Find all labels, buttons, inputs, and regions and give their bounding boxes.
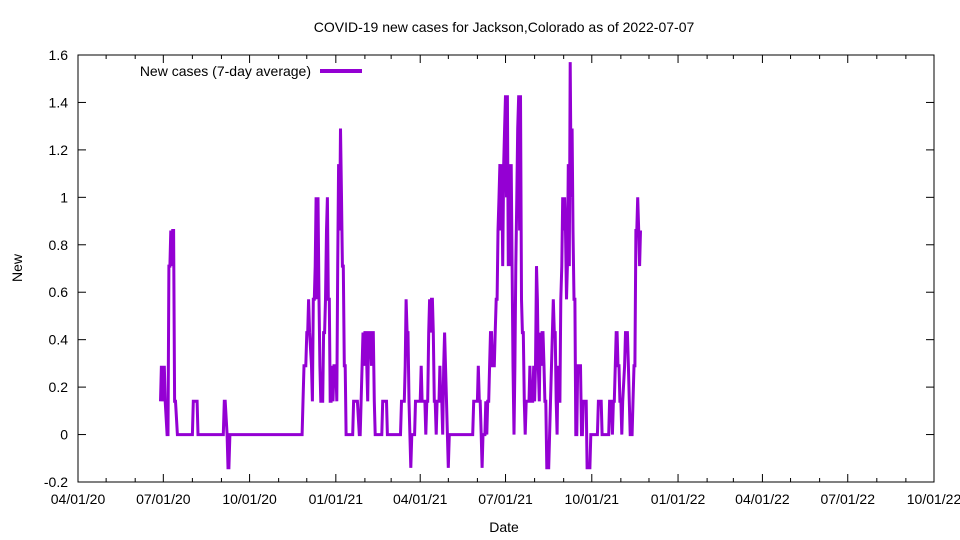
y-tick-label: 1.6: [49, 47, 69, 63]
y-tick-label: 0.8: [49, 237, 69, 253]
x-tick-label: 07/01/21: [478, 491, 533, 507]
x-tick-label: 07/01/22: [820, 491, 875, 507]
x-tick-label: 04/01/21: [393, 491, 448, 507]
y-tick-label: -0.2: [44, 474, 68, 490]
x-tick-label: 10/01/22: [907, 491, 960, 507]
y-tick-label: 1.4: [49, 94, 69, 110]
y-tick-label: 1.2: [49, 142, 69, 158]
legend: New cases (7-day average): [140, 63, 362, 79]
x-axis-label: Date: [489, 519, 519, 535]
y-tick-label: 0: [60, 427, 68, 443]
x-tick-label: 04/01/22: [735, 491, 790, 507]
legend-label: New cases (7-day average): [140, 63, 311, 79]
x-tick-label: 10/01/20: [222, 491, 277, 507]
y-tick-label: 0.6: [49, 284, 69, 300]
x-axis: 04/01/20 07/01/20 10/01/20 01/01/21 04/01/21…: [51, 55, 960, 507]
y-tick-label: 0.4: [49, 332, 69, 348]
y-axis: -0.2 0 0.2 0.4 0.6 0.8 1 1.2 1.4 1.6: [44, 47, 934, 490]
y-tick-label: 1: [60, 189, 68, 205]
y-tick-label: 0.2: [49, 379, 69, 395]
x-tick-label: 01/01/21: [309, 491, 364, 507]
series-new-cases-line: [159, 62, 642, 470]
x-tick-label: 07/01/20: [136, 491, 191, 507]
chart-title: COVID-19 new cases for Jackson,Colorado …: [314, 19, 695, 35]
x-tick-label: 04/01/20: [51, 491, 106, 507]
x-tick-label: 10/01/21: [565, 491, 620, 507]
x-tick-label: 01/01/22: [651, 491, 706, 507]
y-axis-label: New: [9, 253, 25, 282]
